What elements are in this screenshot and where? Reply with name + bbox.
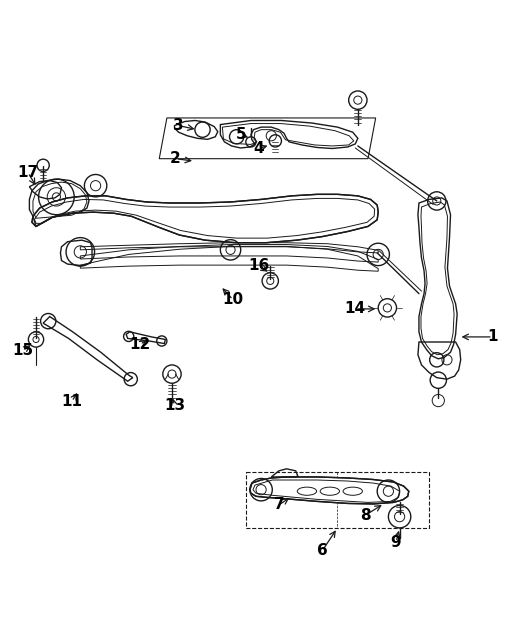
Text: 7: 7 — [273, 497, 284, 512]
Text: 15: 15 — [12, 343, 33, 358]
Text: 16: 16 — [248, 258, 269, 273]
Text: 9: 9 — [391, 534, 401, 550]
Text: 14: 14 — [345, 301, 366, 317]
Text: 6: 6 — [317, 543, 328, 558]
Text: 11: 11 — [61, 394, 82, 409]
Text: 3: 3 — [173, 118, 184, 133]
Text: 1: 1 — [487, 330, 498, 344]
Text: 10: 10 — [223, 292, 244, 307]
Text: 5: 5 — [236, 127, 246, 143]
Text: 12: 12 — [129, 337, 151, 352]
Polygon shape — [250, 477, 409, 504]
Text: 4: 4 — [253, 141, 264, 156]
Text: 17: 17 — [17, 165, 38, 180]
Text: 8: 8 — [360, 507, 371, 522]
Text: 2: 2 — [170, 151, 181, 166]
Text: 13: 13 — [164, 398, 185, 413]
Polygon shape — [32, 194, 378, 242]
